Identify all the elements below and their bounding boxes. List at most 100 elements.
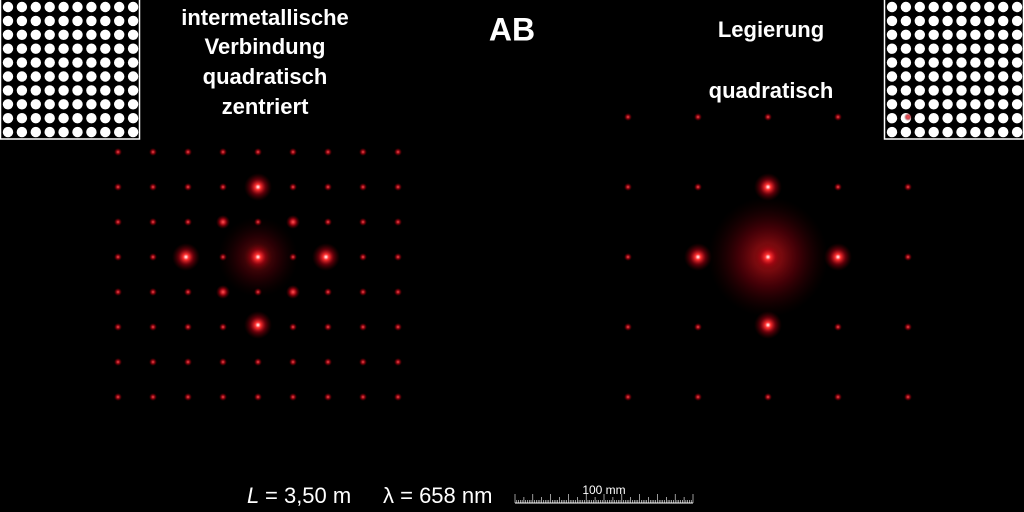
lattice-dot [886, 126, 898, 138]
spot [216, 285, 230, 299]
lattice-dot [16, 1, 28, 13]
lattice-dot [928, 113, 939, 124]
faint-spot [149, 253, 157, 261]
lattice-dot [942, 29, 953, 40]
left-label: zentriert [222, 94, 309, 119]
faint-spot [394, 218, 402, 226]
lattice-dot [956, 1, 967, 13]
lattice-dot [998, 43, 1009, 54]
faint-spot [219, 358, 227, 366]
lattice-dot [2, 71, 14, 82]
faint-spot [834, 393, 842, 401]
lattice-dot [928, 99, 939, 110]
faint-spot [694, 183, 702, 191]
lattice-dot [942, 1, 953, 13]
lattice-dot [900, 43, 912, 54]
lattice-dot [72, 43, 83, 54]
faint-spot [114, 358, 122, 366]
bright-spot [172, 243, 200, 271]
lattice-dot [998, 29, 1009, 40]
lattice-dot [998, 126, 1009, 138]
bright-spot [824, 243, 852, 271]
lattice-dot [30, 15, 41, 27]
lattice-dot [100, 126, 111, 138]
faint-spot [184, 148, 192, 156]
lattice-dot [914, 71, 925, 82]
left-label: Verbindung [205, 34, 326, 59]
faint-spot [394, 148, 402, 156]
lattice-dot [1011, 43, 1023, 54]
lattice-dot [72, 29, 83, 40]
lattice-dot [44, 1, 55, 13]
lattice-dot [16, 29, 28, 40]
lattice-dot [16, 71, 28, 82]
lattice-dot [100, 99, 111, 110]
lattice-dot [127, 113, 139, 124]
lattice-dot [30, 85, 41, 96]
lattice-dot [984, 29, 995, 40]
faint-spot [359, 288, 367, 296]
faint-spot [394, 358, 402, 366]
lattice-dot [100, 1, 111, 13]
lattice-dot [30, 71, 41, 82]
lattice-dot [956, 113, 967, 124]
lattice-dot [900, 71, 912, 82]
lattice-dot [984, 99, 995, 110]
distance: = 3,50 m [265, 483, 351, 508]
lattice-dot [58, 15, 69, 27]
lattice-dot [30, 99, 41, 110]
faint-spot [114, 183, 122, 191]
lattice-dot [100, 113, 111, 124]
faint-spot [149, 183, 157, 191]
lattice-dot [30, 29, 41, 40]
faint-spot [359, 218, 367, 226]
lattice-dot [984, 126, 995, 138]
faint-spot [694, 323, 702, 331]
lattice-dot [72, 99, 83, 110]
faint-spot [289, 358, 297, 366]
lattice-dot [72, 71, 83, 82]
right-label: Legierung [718, 17, 824, 42]
right-label: quadratisch [709, 78, 834, 103]
lattice-dot [900, 29, 912, 40]
lattice-dot [114, 1, 125, 13]
lattice-dot [44, 85, 55, 96]
faint-spot [624, 393, 632, 401]
left-label: intermetallische [181, 5, 349, 30]
lattice-dot [114, 99, 125, 110]
faint-spot [289, 393, 297, 401]
lattice-dot [970, 57, 981, 68]
bright-spot [684, 243, 712, 271]
lattice-dot [984, 85, 995, 96]
faint-spot [694, 113, 702, 121]
lattice-dot [44, 126, 55, 138]
bright-spot [244, 173, 272, 201]
lattice-dot [886, 99, 898, 110]
left-label: quadratisch [203, 64, 328, 89]
lattice-dot [127, 99, 139, 110]
faint-spot [289, 323, 297, 331]
lattice-dot [2, 113, 14, 124]
faint-spot [184, 393, 192, 401]
lattice-dot [58, 57, 69, 68]
lattice-dot [100, 29, 111, 40]
faint-spot [219, 183, 227, 191]
lattice-dot [900, 1, 912, 13]
lattice-dot [16, 99, 28, 110]
lattice-dot [1011, 15, 1023, 27]
faint-spot [324, 288, 332, 296]
lattice-dot [58, 126, 69, 138]
lattice-dot [30, 126, 41, 138]
lattice-dot [998, 57, 1009, 68]
lattice-dot [914, 1, 925, 13]
lattice-dot [72, 1, 83, 13]
lattice-dot [1011, 29, 1023, 40]
lattice-dot [942, 99, 953, 110]
lattice-dot [58, 29, 69, 40]
lattice-dot [984, 71, 995, 82]
faint-spot [359, 253, 367, 261]
spot [216, 215, 230, 229]
lattice-dot [58, 113, 69, 124]
lattice-dot [1011, 113, 1023, 124]
lattice-dot [970, 71, 981, 82]
